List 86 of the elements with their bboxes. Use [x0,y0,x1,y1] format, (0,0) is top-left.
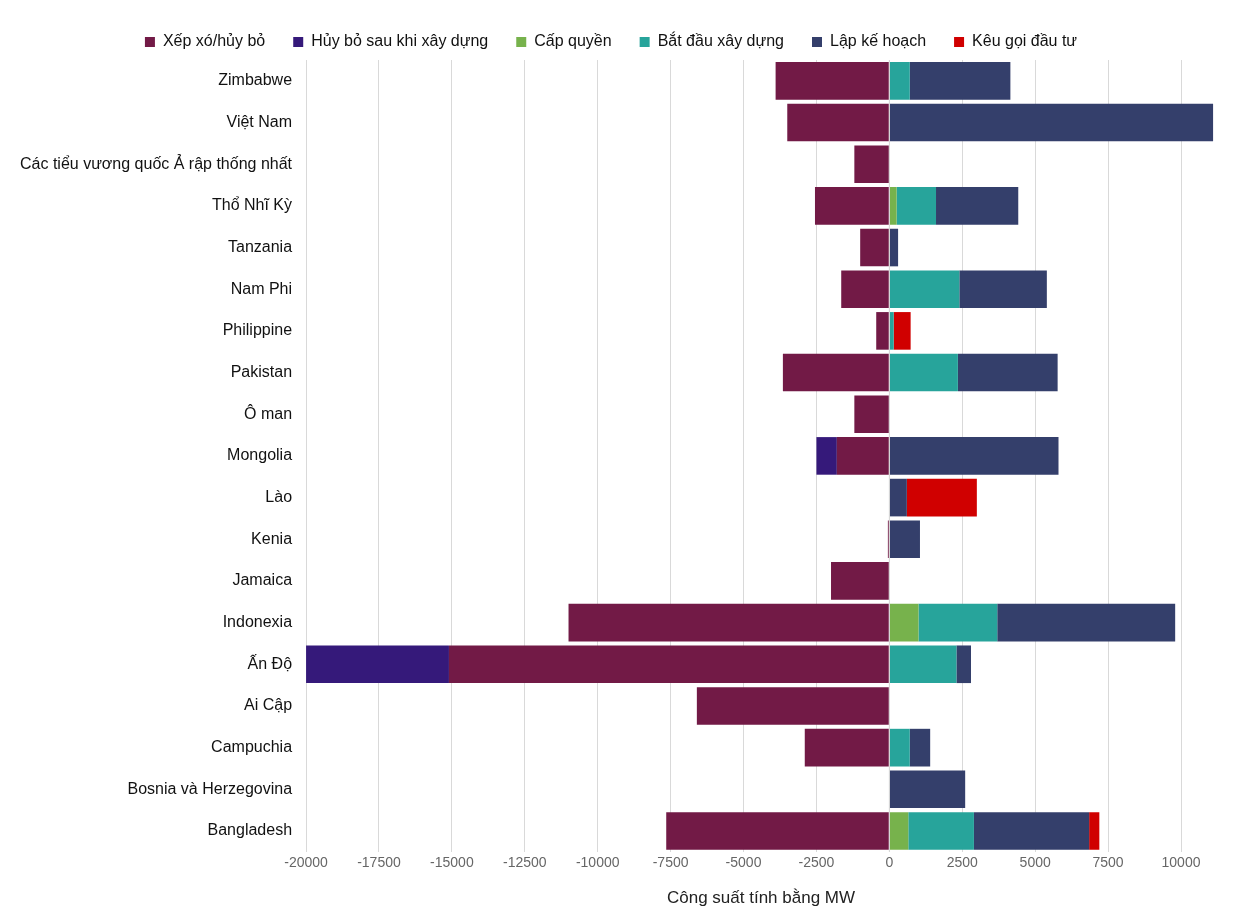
bar [1089,812,1100,850]
x-tick-label: -17500 [357,854,401,871]
bar [860,228,889,267]
bar [775,62,889,100]
y-tick-label: Nam Phi [230,279,293,297]
bar [814,187,889,225]
legend-label: Lập kế hoạch [829,32,927,50]
bar [889,645,957,684]
bar [804,728,889,767]
bar [836,437,889,475]
x-tick-label: -10000 [575,854,620,871]
bar [696,687,889,725]
bar [831,562,889,600]
y-tick-label: Campuchia [211,738,293,756]
y-tick-label: Ấn Độ [247,653,293,672]
bar [568,603,889,642]
bar [889,353,958,392]
bar [889,770,966,809]
y-tick-label: Các tiểu vương quốc Ả rập thống nhất [19,153,293,172]
y-tick-label: Kenia [251,529,293,547]
bar [909,62,1011,100]
bar [448,645,889,684]
bar [906,478,977,517]
bar [893,312,911,350]
bar [889,728,910,767]
y-tick-label: Lào [265,487,293,505]
x-tick-label: 10000 [1161,854,1201,871]
y-tick-label: Bosnia và Herzegovina [127,779,293,797]
legend-label: Hủy bỏ sau khi xây dựng [311,32,489,50]
legend-label: Kêu gọi đầu tư [972,32,1078,50]
y-tick-label: Pakistan [230,362,293,380]
bar [889,187,897,225]
bar [889,312,894,350]
x-tick-label: 7500 [1092,854,1124,871]
bar [889,478,907,517]
bar [997,603,1176,642]
y-tick-label: Indonexia [222,613,293,630]
y-tick-label: Thổ Nhĩ Kỳ [212,196,293,214]
y-tick-label: Tanzania [227,237,293,255]
bar [782,353,889,392]
y-tick-label: Ô man [244,403,293,422]
y-tick-label: Mongolia [227,446,293,464]
bar [841,270,889,309]
legend-label: Bắt đầu xây dựng [657,31,784,50]
y-tick-label: Việt Nam [226,112,293,130]
bar [889,228,899,267]
y-tick-label: Zimbabwe [218,71,293,89]
bar [973,812,1090,850]
bar [889,62,910,100]
x-tick-label: 5000 [1019,854,1051,871]
bar [908,812,974,850]
bar [889,603,919,642]
bar [787,103,889,142]
x-tick-label: 2500 [946,854,979,871]
bar [854,145,889,183]
x-tick-label: -12500 [502,854,547,871]
x-tick-label: -15000 [430,854,474,871]
x-tick-label: 0 [885,854,894,871]
bar [909,728,931,767]
y-tick-label: Ai Cập [244,696,293,714]
bar [876,312,889,350]
x-tick-label: -5000 [725,854,762,871]
bar [889,812,909,850]
y-tick-label: Philippine [222,321,293,339]
bar [959,270,1047,309]
y-tick-label: Bangladesh [207,821,293,839]
x-tick-label: -2500 [798,854,835,871]
x-tick-label: -7500 [652,854,689,871]
bar [854,395,889,434]
bar [666,812,889,850]
bar [936,187,1019,225]
bar [816,437,837,475]
bar [956,645,972,684]
x-axis-title: Công suất tính bằng MW [667,888,856,908]
bar [889,437,1059,475]
bar [889,520,920,559]
bar [957,353,1058,392]
legend-label: Cấp quyền [534,32,612,50]
y-tick-label: Jamaica [232,571,293,589]
bar [889,103,1214,142]
legend-label: Xếp xó/hủy bỏ [162,32,266,50]
bar [896,187,937,225]
bar [918,603,998,642]
x-tick-label: -20000 [284,854,329,871]
bar [889,270,960,309]
bar [306,645,449,684]
